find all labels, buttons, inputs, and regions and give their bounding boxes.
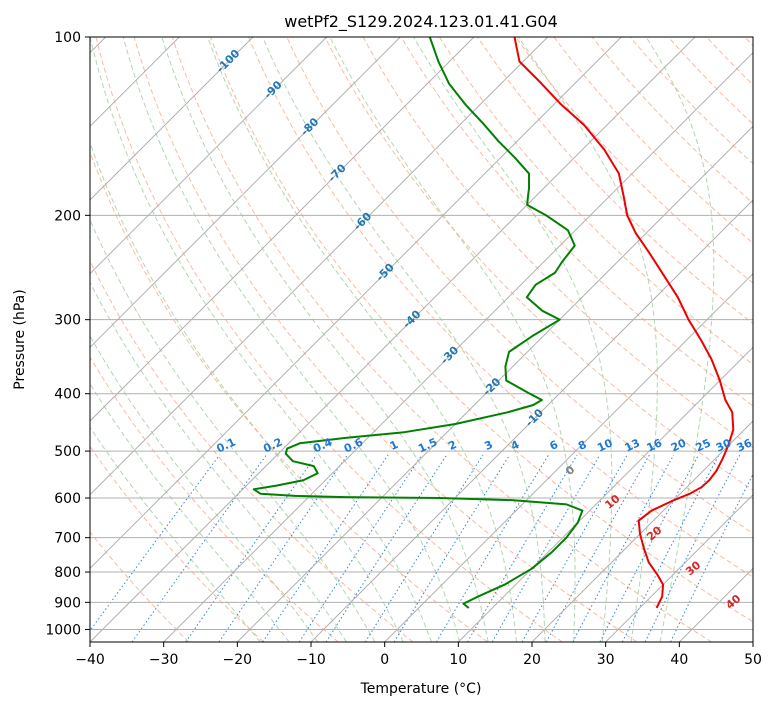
moist-adiabat-line <box>161 37 489 642</box>
x-axis-title: Temperature (°C) <box>360 681 482 697</box>
mixing-ratio-line <box>435 454 549 642</box>
moist-adiabats <box>90 37 715 642</box>
mixing-ratio-line <box>298 454 423 642</box>
isotherm-gridline <box>90 37 622 570</box>
mixing-ratio-label: 36 <box>735 436 755 454</box>
isotherm-gridline <box>90 37 254 201</box>
moist-adiabat-line <box>329 37 576 642</box>
x-tick-label: −10 <box>296 652 326 668</box>
x-tick-label: −20 <box>223 652 253 668</box>
x-tick-label: 40 <box>670 652 688 668</box>
x-tick-label: 0 <box>380 652 389 668</box>
dry-adiabat-line <box>248 37 753 578</box>
moist-adiabat-line <box>90 335 319 642</box>
y-axis: 100 200 300 400 500 600 700 800 900 1000 <box>45 30 90 638</box>
isotherm-gridline <box>90 37 549 496</box>
moist-adiabat-line <box>90 141 404 642</box>
dewpoint-profile <box>252 37 584 609</box>
dry-adiabat-line <box>90 356 339 642</box>
x-tick-label: 20 <box>523 652 541 668</box>
x-tick-label: 30 <box>597 652 615 668</box>
mixing-ratio-label: 25 <box>693 436 712 454</box>
x-tick-label: 50 <box>744 652 762 668</box>
y-tick-label: 500 <box>54 444 81 460</box>
moist-adiabat-line <box>90 426 261 642</box>
mixing-ratio-line <box>621 454 720 642</box>
dry-adiabat-line <box>400 37 753 407</box>
dry-adiabat-line <box>90 531 190 642</box>
dry-adiabat-line <box>362 37 753 449</box>
dry-adiabat-line <box>439 37 753 366</box>
plot-area: -100-90-80-70-60-50-40-30-20-100.1 0.2 0.4… <box>90 37 755 642</box>
y-axis-title: Pressure (hPa) <box>12 289 28 389</box>
isotherm-gridline <box>531 420 753 642</box>
mixing-ratio-line <box>467 454 578 642</box>
mixing-ratio-label: 13 <box>623 436 642 454</box>
dry-adiabat-line <box>90 259 414 642</box>
mixing-ratio-label: 30 <box>714 436 734 454</box>
x-tick-label: −40 <box>75 652 105 668</box>
y-tick-label: 400 <box>54 387 81 403</box>
dry-adiabat-line <box>477 37 753 325</box>
moist-adiabat-line <box>90 218 376 642</box>
x-tick-label: −30 <box>149 652 179 668</box>
isotherm-gridline <box>236 125 753 642</box>
x-axis: −40 −30 −20 −10 0 10 20 30 40 50 <box>75 642 762 668</box>
mixing-ratio-lines <box>90 454 753 642</box>
y-tick-label: 600 <box>54 491 81 507</box>
y-tick-label: 300 <box>54 313 81 329</box>
mixing-ratio-label: 16 <box>645 436 665 454</box>
y-tick-label: 200 <box>54 208 81 224</box>
isotherm-gridline <box>90 37 328 275</box>
moist-adiabat-line <box>122 37 461 642</box>
moist-adiabat-line <box>90 281 347 642</box>
y-tick-label: 1000 <box>45 622 81 638</box>
mixing-ratio-line <box>262 454 389 642</box>
mixing-ratio-label: 10 <box>595 436 615 454</box>
moist-adiabat-line <box>90 37 432 642</box>
isotherm-gridline <box>163 51 753 642</box>
y-tick-label: 100 <box>54 30 81 46</box>
isotherm-gridline <box>310 199 753 642</box>
y-tick-label: 900 <box>54 595 81 611</box>
y-tick-label: 700 <box>54 531 81 547</box>
dry-adiabats <box>90 37 753 642</box>
isotherm-gridline <box>457 346 753 642</box>
mixing-ratio-line <box>572 454 675 642</box>
mixing-ratio-line <box>393 454 511 642</box>
chart-title: wetPf2_S129.2024.123.01.41.G04 <box>284 12 558 32</box>
isotherm-gridline <box>384 272 753 642</box>
isotherm-gridline <box>90 37 475 422</box>
dry-adiabat-line <box>553 37 753 244</box>
moist-adiabat-line <box>518 37 658 642</box>
mixing-ratio-label: 20 <box>669 436 689 454</box>
moist-adiabat-line <box>207 37 518 642</box>
moist-adiabat-line <box>413 37 613 642</box>
plot-frame <box>89 36 754 643</box>
mixing-ratio-line <box>644 454 741 642</box>
dry-adiabat-line <box>629 37 753 165</box>
isotherm-gridline <box>90 37 401 349</box>
isotherm-gridline <box>605 493 753 642</box>
mixing-ratio-line <box>325 454 448 642</box>
dry-adiabat-line <box>324 37 753 491</box>
mixing-ratio-line <box>599 454 699 642</box>
y-tick-label: 800 <box>54 565 81 581</box>
dry-adiabat-line <box>210 37 753 623</box>
dry-adiabat-line <box>133 37 638 642</box>
sounding-profiles <box>252 37 735 609</box>
moist-adiabat-line <box>262 37 546 642</box>
mixing-ratio-line <box>364 454 484 642</box>
moist-adiabat-line <box>90 382 290 642</box>
moist-adiabat-line <box>645 37 715 642</box>
x-tick-label: 10 <box>449 652 467 668</box>
temperature-profile <box>513 37 735 609</box>
dry-adiabat-line <box>95 37 563 642</box>
mixing-ratio-line <box>218 454 348 642</box>
